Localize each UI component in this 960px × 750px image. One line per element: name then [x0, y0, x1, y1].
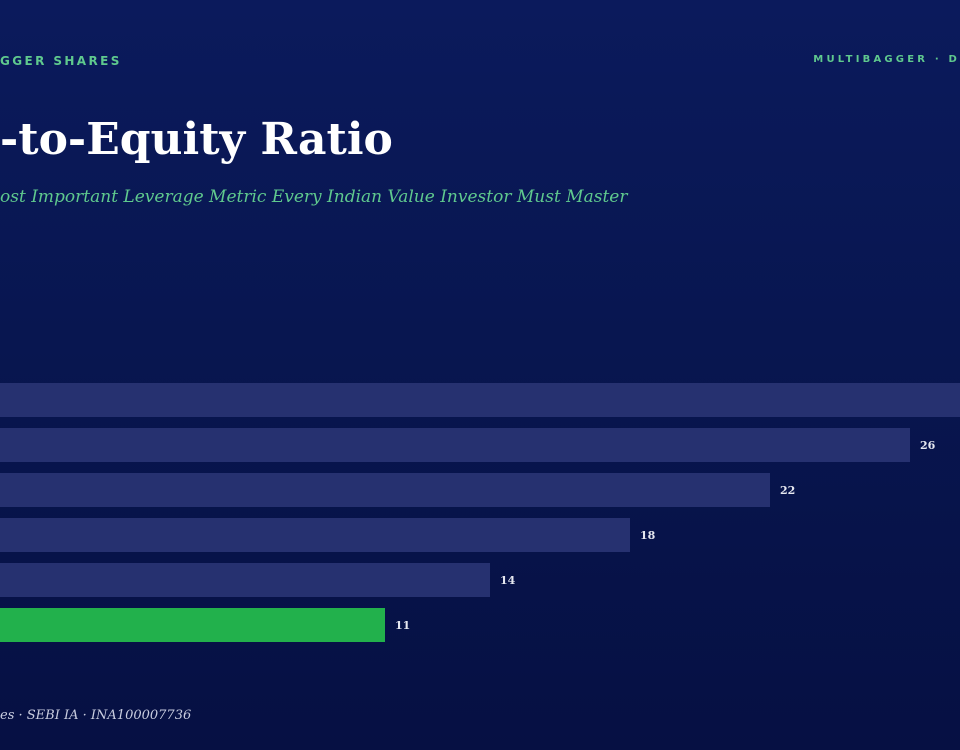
- bar-value-label-3: 18: [640, 529, 656, 542]
- bar-value-label-1: 26: [920, 439, 936, 452]
- bar-3: [0, 518, 630, 552]
- bar-4: [0, 563, 490, 597]
- bar-1: [0, 428, 910, 462]
- page-subtitle: ost Important Leverage Metric Every Indi…: [0, 187, 628, 207]
- bar-value-label-5: 11: [395, 619, 410, 632]
- footer-text: es · SEBI IA · INA100007736: [0, 708, 192, 723]
- brand-left: GGER SHARES: [0, 54, 122, 68]
- bar-2: [0, 473, 770, 507]
- bar-value-label-2: 22: [780, 484, 795, 497]
- brand-right: MULTIBAGGER · D: [813, 54, 960, 65]
- page-title: -to-Equity Ratio: [0, 114, 393, 165]
- bar-0: [0, 383, 960, 417]
- bar-5: [0, 608, 385, 642]
- bar-value-label-4: 14: [500, 574, 516, 587]
